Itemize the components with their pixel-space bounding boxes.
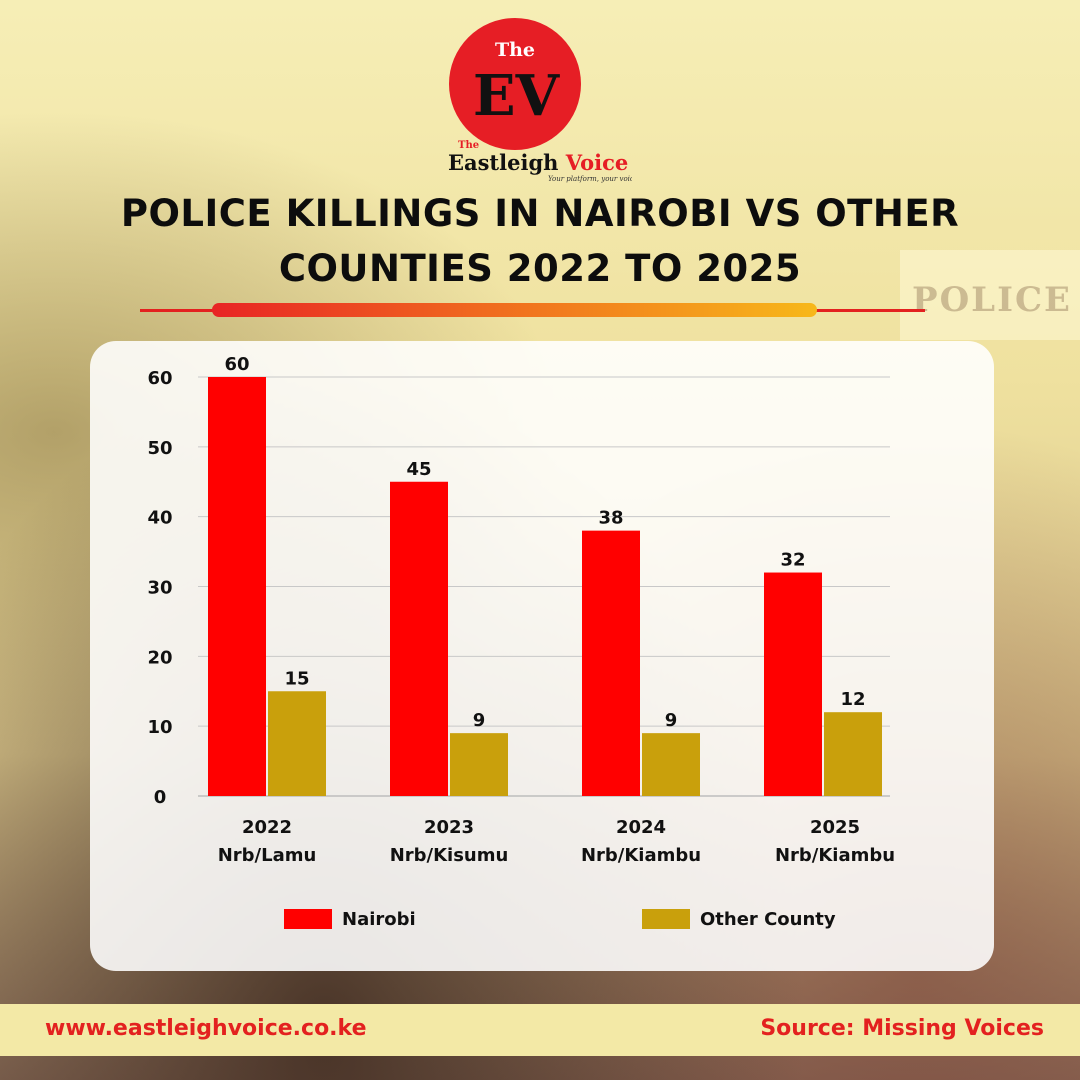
data-label: 60 [224,354,249,375]
data-label: 45 [406,459,431,480]
y-tick-label: 50 [147,438,172,459]
x-tick-label-year: 2024 [616,817,666,838]
bar-chart: 0 10 20 30 40 50 60 60 15 2022 Nrb/Lamu 45 9 2023 Nrb/… [147,354,895,930]
svg-text:Your platform, your voice: Your platform, your voice [548,175,632,183]
x-tick-label-year: 2023 [424,817,474,838]
bar-nairobi [208,377,266,796]
x-tick-label-county: Nrb/Kiambu [581,845,701,866]
bar-other-county [450,733,508,796]
data-label: 32 [780,550,805,571]
y-tick-label: 40 [147,508,172,529]
svg-text:The: The [495,39,535,61]
x-tick-label-year: 2025 [810,817,860,838]
chart-title: POLICE KILLINGS IN NAIROBI VS OTHER COUN… [0,186,1080,296]
bar-nairobi [582,530,640,796]
data-label: 38 [598,508,623,529]
y-tick-label: 20 [147,647,172,668]
y-tick-label: 60 [147,368,172,389]
bar-nairobi [764,572,822,796]
bar-other-county [268,691,326,796]
x-tick-label-year: 2022 [242,817,292,838]
legend-label: Nairobi [342,909,416,930]
title-underline-pill [212,303,817,317]
y-tick-label: 0 [154,787,167,808]
chart-title-line-1: POLICE KILLINGS IN NAIROBI VS OTHER [120,192,960,235]
legend-swatch [284,909,332,929]
data-label: 12 [840,689,865,710]
legend-label: Other County [700,909,836,930]
title-underline [140,303,925,317]
eastleigh-voice-logo: The EV The Eastleigh Voice Your platform… [448,18,632,183]
x-tick-label-county: Nrb/Kiambu [775,845,895,866]
website-url[interactable]: www.eastleighvoice.co.ke [45,1016,367,1041]
data-label: 9 [473,710,486,731]
svg-text:EV: EV [473,63,561,129]
chart-title-line-2: COUNTIES 2022 TO 2025 [278,247,802,290]
bar-nairobi [390,481,448,796]
legend-swatch [642,909,690,929]
data-label: 15 [284,668,309,689]
x-tick-label-county: Nrb/Lamu [218,845,317,866]
footer-bar: www.eastleighvoice.co.ke Source: Missing… [0,1004,1080,1056]
background-protest-sign: POLICE [900,250,1080,340]
x-tick-label-county: Nrb/Kisumu [390,845,509,866]
svg-text:Eastleigh Voice: Eastleigh Voice [448,150,628,175]
bar-other-county [824,712,882,796]
svg-text:The: The [458,140,479,151]
y-tick-label: 10 [147,717,172,738]
chart-panel: 0 10 20 30 40 50 60 60 15 2022 Nrb/Lamu 45 9 2023 Nrb/… [90,341,994,971]
bar-other-county [642,733,700,796]
data-label: 9 [665,710,678,731]
y-tick-label: 30 [147,578,172,599]
source-credit: Source: Missing Voices [760,1016,1044,1041]
